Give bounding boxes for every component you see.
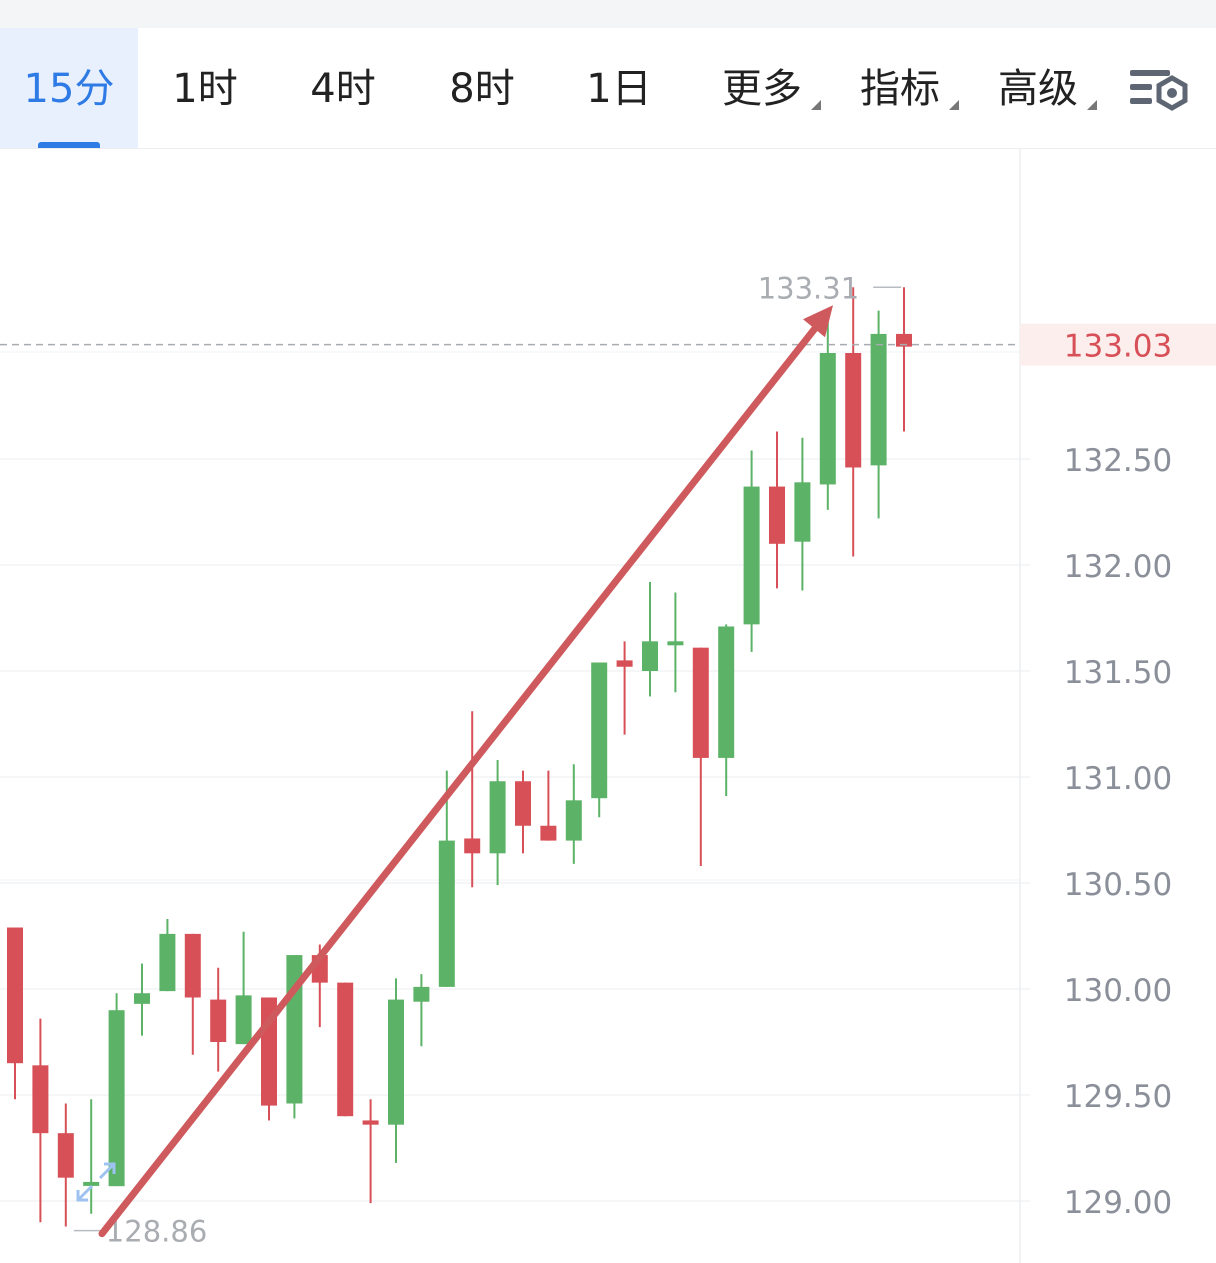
advanced-dropdown-arrow-icon [1087, 100, 1097, 110]
candle-body-down [464, 838, 481, 854]
candle-body-up [667, 641, 684, 646]
expand-icon-stroke [98, 1162, 116, 1180]
chart-settings-icon [1130, 70, 1188, 111]
candle-body-up [743, 486, 760, 625]
tab-1hour-label: 1时 [172, 66, 238, 112]
candle-body-up [235, 995, 252, 1045]
tab-4hour[interactable]: 4时 [288, 28, 398, 148]
candlestick-chart-area[interactable]: 133.03 133.31 128.86 132.50 132.00 131.50 131… [0, 148, 1216, 1263]
candle-body-up [159, 933, 176, 992]
candlestick-chart[interactable]: 133.03 133.31 128.86 132.50 132.00 131.50 131… [0, 148, 1216, 1263]
y-tick-label: 130.00 [1064, 973, 1172, 1009]
tab-8hour[interactable]: 8时 [427, 28, 537, 148]
current-price-tag [1020, 323, 1216, 366]
advanced-dropdown[interactable]: 高级 [988, 28, 1088, 148]
y-tick-label: 132.00 [1064, 549, 1172, 585]
candle-body-up [591, 662, 608, 799]
candle-body-down [7, 927, 23, 1064]
candle-body-up [642, 641, 658, 671]
candle-body-down [184, 933, 201, 998]
status-strip [0, 0, 1216, 28]
candle-body-down [616, 660, 633, 667]
candle-body-down [896, 333, 912, 347]
candle-body-down [362, 1120, 379, 1125]
candle-body-up [83, 1181, 100, 1186]
candle-body-up [489, 781, 506, 854]
tab-1hour[interactable]: 1时 [150, 28, 260, 148]
candle-body-down [769, 486, 785, 544]
candle-body-up [870, 333, 887, 466]
more-dropdown[interactable]: 更多 [712, 28, 812, 148]
candle-body-down [515, 781, 531, 826]
low-price-label: 128.86 [106, 1215, 207, 1249]
candle-body-down [32, 1065, 49, 1134]
advanced-dropdown-label: 高级 [998, 66, 1078, 112]
trend-arrow-head [803, 305, 833, 338]
y-tick-label: 131.00 [1064, 761, 1172, 797]
candle-body-up [438, 840, 455, 987]
more-dropdown-label: 更多 [722, 66, 802, 112]
y-tick-label: 129.00 [1064, 1185, 1172, 1221]
candle-body-down [845, 353, 862, 468]
candle-body-up [108, 1010, 125, 1187]
candle-body-down [540, 825, 557, 841]
tab-15min[interactable]: 15分 [0, 28, 138, 148]
candle-body-up [794, 482, 811, 542]
candle-body-down [692, 647, 709, 758]
candle-body-up [134, 993, 150, 1004]
high-price-label: 133.31 [758, 271, 859, 305]
indicators-dropdown[interactable]: 指标 [850, 28, 950, 148]
y-tick-label: 129.50 [1064, 1079, 1172, 1115]
tab-1day[interactable]: 1日 [564, 28, 674, 148]
y-tick-label: 132.50 [1064, 443, 1172, 479]
candle-body-down [210, 999, 227, 1042]
expand-icon-stroke [76, 1184, 94, 1202]
tab-1day-label: 1日 [586, 66, 652, 112]
indicators-dropdown-arrow-icon [949, 100, 959, 110]
candle-body-up [718, 626, 735, 758]
more-dropdown-arrow-icon [811, 100, 821, 110]
candle-body-up [819, 353, 836, 485]
tab-8hour-label: 8时 [449, 66, 515, 112]
candle-body-down [337, 982, 354, 1117]
chart-settings-button[interactable] [1128, 64, 1190, 114]
tab-4hour-label: 4时 [310, 66, 376, 112]
candle-body-up [565, 800, 582, 841]
y-tick-label: 131.50 [1064, 655, 1172, 691]
trend-arrow-line [98, 319, 823, 1238]
active-tab-indicator [38, 142, 100, 148]
candle-body-up [388, 999, 404, 1125]
candle-body-down [57, 1133, 74, 1178]
expand-icon [76, 1162, 116, 1202]
indicators-dropdown-label: 指标 [860, 66, 940, 112]
timeframe-toolbar: 15分 1时 4时 8时 1日 更多 指标 高级 [0, 28, 1216, 149]
y-tick-label: 130.50 [1064, 867, 1172, 903]
current-price-label: 133.03 [1064, 329, 1172, 365]
candle-body-up [413, 986, 430, 1002]
tab-15min-label: 15分 [23, 66, 115, 112]
